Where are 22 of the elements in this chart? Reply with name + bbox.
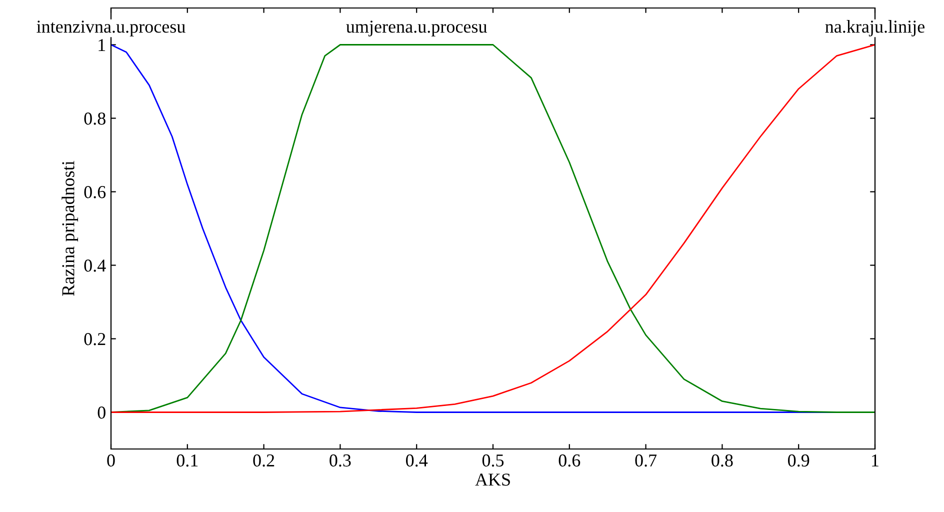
series-label: intenzivna.u.procesu xyxy=(36,20,186,36)
y-tick-label: 0.2 xyxy=(84,333,106,346)
x-tick-label: 0.5 xyxy=(482,454,504,467)
x-tick-label: 0.6 xyxy=(558,454,580,467)
series-label: umjerena.u.procesu xyxy=(346,20,487,36)
x-tick-label: 0.2 xyxy=(253,454,274,467)
x-tick-label: 1 xyxy=(872,454,878,466)
x-tick-label: 0.8 xyxy=(712,454,733,467)
y-tick-label: 1 xyxy=(98,39,106,52)
x-tick-label: 0.4 xyxy=(406,454,428,467)
x-axis-title: AKS xyxy=(475,474,510,486)
y-tick-label: 0 xyxy=(98,406,106,419)
y-tick-label: 0.6 xyxy=(84,186,106,198)
x-tick-label: 0.1 xyxy=(176,454,198,467)
x-tick-label: 0.7 xyxy=(635,454,657,467)
y-axis-title: Razina pripadnosti xyxy=(62,160,78,296)
y-tick-label: 0.8 xyxy=(84,112,106,125)
series-label: na.kraju.linije xyxy=(825,20,925,36)
y-tick-label: 0.4 xyxy=(84,260,106,272)
x-tick-label: 0.9 xyxy=(788,454,810,467)
x-tick-label: 0.3 xyxy=(330,454,351,467)
x-tick-label: 0 xyxy=(107,454,115,467)
